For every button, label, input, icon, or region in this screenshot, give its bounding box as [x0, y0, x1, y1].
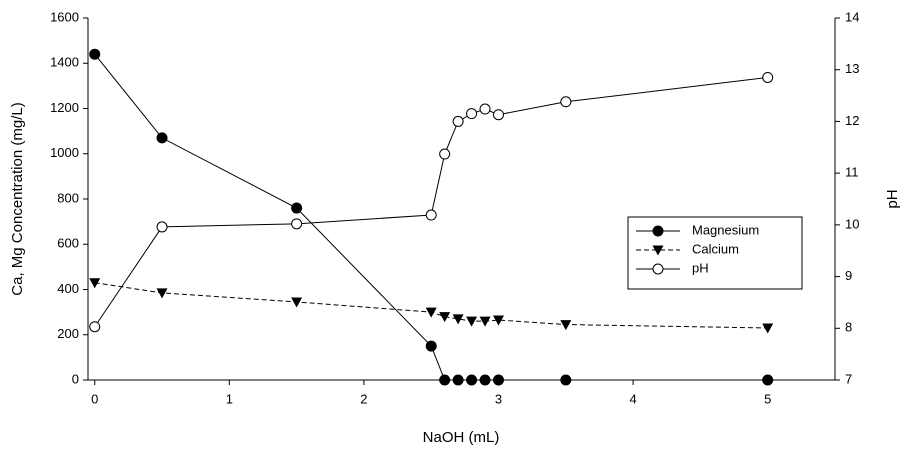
- y2-tick-label: 13: [845, 61, 859, 76]
- y-tick-label: 1400: [50, 55, 79, 70]
- y-tick-label: 1600: [50, 9, 79, 24]
- y-tick-label: 0: [72, 371, 79, 386]
- marker: [560, 374, 572, 386]
- marker: [425, 340, 437, 352]
- y-tick-label: 600: [57, 236, 79, 251]
- marker: [560, 96, 572, 108]
- marker: [762, 323, 774, 334]
- marker: [479, 316, 491, 327]
- y2-tick-label: 12: [845, 113, 859, 128]
- marker: [439, 312, 451, 323]
- legend-marker: [652, 225, 664, 237]
- marker: [156, 288, 168, 299]
- x-tick-label: 3: [495, 391, 502, 406]
- marker: [89, 278, 101, 289]
- marker: [452, 374, 464, 386]
- x-tick-label: 5: [764, 391, 771, 406]
- marker: [291, 202, 303, 214]
- legend-marker: [652, 245, 664, 256]
- marker: [479, 374, 491, 386]
- marker: [425, 307, 437, 318]
- x-tick-label: 2: [360, 391, 367, 406]
- y2-tick-label: 10: [845, 216, 859, 231]
- marker: [479, 103, 491, 115]
- y-tick-label: 800: [57, 190, 79, 205]
- marker: [452, 115, 464, 127]
- marker: [493, 315, 505, 326]
- marker: [439, 374, 451, 386]
- y2-tick-label: 8: [845, 320, 852, 335]
- marker: [425, 209, 437, 221]
- marker: [89, 321, 101, 333]
- marker: [762, 71, 774, 83]
- y2-tick-label: 14: [845, 9, 859, 24]
- y2-axis-label: pH: [884, 189, 901, 208]
- marker: [439, 148, 451, 160]
- y2-tick-label: 11: [845, 165, 859, 180]
- marker: [466, 316, 478, 327]
- x-tick-label: 1: [226, 391, 233, 406]
- marker: [762, 374, 774, 386]
- marker: [466, 374, 478, 386]
- legend-label: Magnesium: [692, 222, 759, 237]
- series-line: [94, 282, 768, 329]
- marker: [291, 218, 303, 230]
- x-axis-label: NaOH (mL): [423, 429, 500, 446]
- marker: [89, 48, 101, 60]
- marker: [493, 374, 505, 386]
- y2-tick-label: 9: [845, 268, 852, 283]
- y-tick-label: 1200: [50, 100, 79, 115]
- y-axis-label: Ca, Mg Concentration (mg/L): [9, 102, 26, 295]
- marker: [466, 108, 478, 120]
- marker: [291, 297, 303, 308]
- legend-label: Calcium: [692, 241, 739, 256]
- marker: [560, 320, 572, 331]
- marker: [156, 221, 168, 233]
- marker: [452, 314, 464, 325]
- y-tick-label: 400: [57, 281, 79, 296]
- y2-tick-label: 7: [845, 371, 852, 386]
- marker: [493, 109, 505, 121]
- x-tick-label: 4: [629, 391, 636, 406]
- y-tick-label: 1000: [50, 145, 79, 160]
- legend-label: pH: [692, 260, 709, 275]
- x-tick-label: 0: [91, 391, 98, 406]
- marker: [156, 132, 168, 144]
- legend-marker: [652, 263, 664, 275]
- y-tick-label: 200: [57, 326, 79, 341]
